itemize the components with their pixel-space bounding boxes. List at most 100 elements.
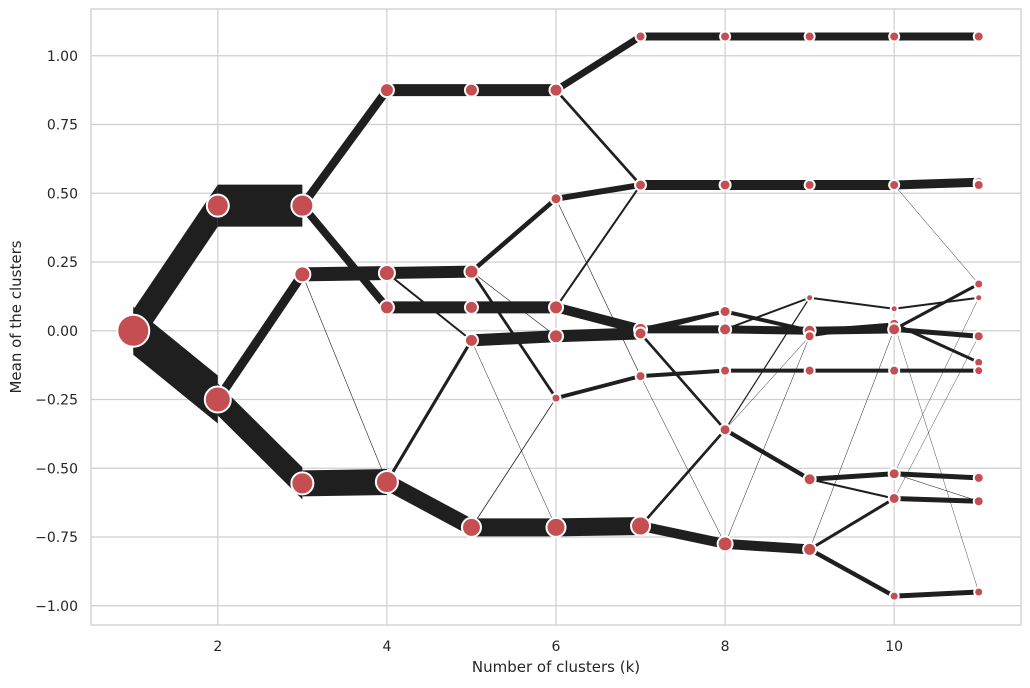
cluster-node: [719, 364, 732, 377]
y-tick-label: 0.50: [47, 186, 78, 202]
cluster-transition: [640, 310, 726, 335]
cluster-transition: [809, 368, 895, 373]
cluster-transition: [471, 84, 556, 97]
cluster-transition: [893, 184, 979, 285]
cluster-node: [719, 30, 732, 43]
cluster-transition: [809, 180, 895, 190]
cluster-node: [974, 293, 984, 303]
cluster-transition: [809, 322, 895, 338]
cluster-node: [805, 293, 815, 303]
cluster-transition: [640, 331, 726, 432]
cluster-transition: [809, 296, 895, 310]
cluster-transition: [556, 182, 641, 202]
cluster-transition: [133, 184, 218, 352]
cluster-node: [972, 495, 985, 508]
y-tick-label: −0.25: [35, 393, 78, 409]
cluster-node: [972, 30, 985, 43]
cluster-transition: [302, 83, 387, 213]
cluster-transition: [217, 383, 303, 500]
cluster-transition: [556, 517, 641, 537]
cluster-transition: [640, 376, 726, 544]
cluster-transition: [725, 538, 810, 555]
cluster-transition: [640, 368, 726, 379]
cluster-transition: [894, 296, 979, 310]
cluster-node: [888, 364, 901, 377]
cluster-transitions: [133, 32, 980, 599]
y-tick-label: 1.00: [47, 49, 78, 65]
cluster-node: [889, 304, 899, 314]
cluster-node: [973, 365, 985, 377]
cluster-transition: [894, 368, 979, 373]
cluster-node: [374, 470, 399, 494]
y-tick-label: 0.25: [47, 255, 78, 271]
cluster-transition: [894, 297, 979, 474]
cluster-transition: [471, 340, 557, 528]
tick-labels: 2 4 6 8 10 −1.00 −0.75 −0.50 −0.25 0.00 0.25 0.50 0.…: [35, 49, 903, 655]
cluster-transition: [556, 374, 641, 401]
cluster-transition: [556, 327, 641, 343]
x-tick-label: 2: [213, 639, 222, 655]
cluster-transition: [725, 180, 810, 190]
cluster-transition: [386, 84, 472, 97]
cluster-transition: [471, 195, 556, 275]
cluster-transition: [724, 336, 810, 430]
cluster-node: [888, 30, 901, 43]
x-axis-title: Number of clusters (k): [472, 658, 640, 676]
cluster-transition: [809, 329, 895, 550]
cluster-transition: [556, 32, 641, 95]
cluster-transition: [640, 180, 726, 190]
cluster-transition: [640, 32, 726, 41]
cluster-transition: [894, 496, 979, 504]
cluster-transition: [894, 473, 979, 502]
y-tick-label: −0.50: [35, 461, 78, 477]
cluster-node: [887, 467, 901, 481]
cluster-node: [972, 179, 985, 191]
cluster-node: [803, 179, 816, 191]
y-axis-title: Mean of the clusters: [7, 240, 25, 393]
cluster-node: [378, 299, 395, 316]
cluster-transition: [556, 88, 641, 187]
cluster-transition: [894, 32, 979, 41]
cluster-transition: [471, 330, 556, 347]
cluster-node: [887, 322, 902, 337]
cluster-transition: [217, 266, 303, 408]
cluster-transition: [809, 478, 895, 500]
cluster-node: [718, 178, 732, 192]
cluster-transition: [556, 302, 641, 335]
cluster-transition: [386, 337, 472, 485]
cluster-transition: [894, 326, 979, 339]
x-tick-label: 4: [382, 639, 391, 655]
cluster-transition: [724, 297, 811, 431]
cluster-node: [377, 264, 396, 282]
cluster-transition: [894, 336, 979, 499]
cluster-transition: [217, 184, 303, 227]
cluster-node: [803, 364, 816, 377]
cluster-transition: [893, 282, 980, 331]
cluster-transition: [302, 266, 387, 282]
cluster-node: [460, 516, 482, 538]
cluster-transition: [893, 323, 979, 593]
cluster-node: [548, 299, 564, 316]
cluster-transition: [725, 32, 810, 41]
cluster-node: [290, 193, 315, 218]
y-tick-label: −0.75: [35, 530, 78, 546]
cluster-transition: [725, 325, 810, 335]
cluster-node: [888, 179, 901, 191]
cluster-node: [378, 82, 395, 99]
cluster-node: [803, 330, 816, 343]
x-tick-label: 10: [885, 639, 903, 655]
cluster-transition: [302, 469, 387, 497]
cluster-transition: [725, 427, 810, 482]
cluster-node: [550, 392, 562, 404]
cluster-transition: [724, 336, 810, 544]
cluster-transition: [133, 306, 218, 424]
cluster-node: [802, 541, 818, 557]
cluster-node: [972, 330, 985, 343]
cluster-node: [290, 471, 315, 496]
cluster-transition: [809, 546, 895, 599]
cluster-node: [887, 492, 901, 505]
cluster-node: [634, 30, 647, 43]
cluster-node: [463, 332, 479, 348]
cluster-node: [293, 265, 312, 284]
